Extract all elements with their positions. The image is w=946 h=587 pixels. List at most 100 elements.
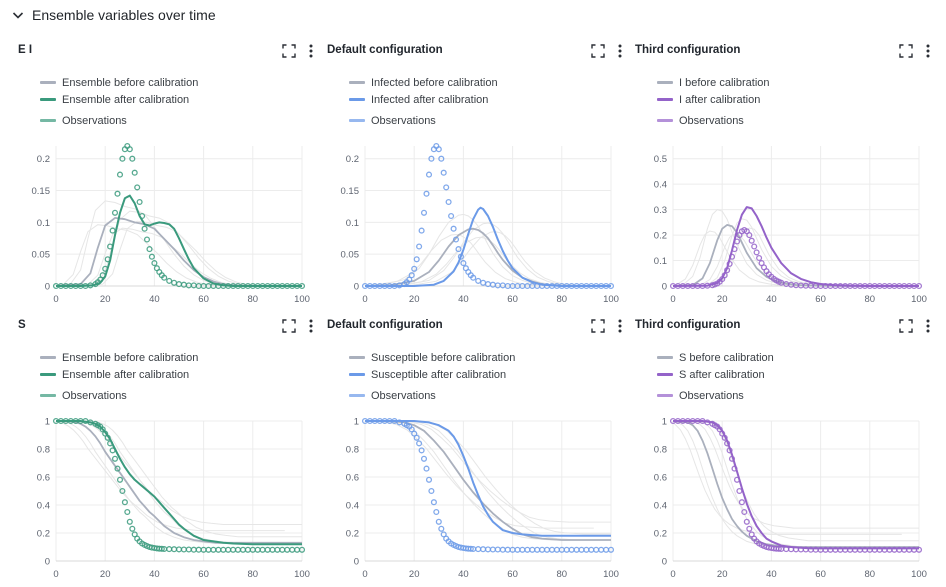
legend-item[interactable]: S before calibration xyxy=(657,349,774,366)
legend-item[interactable]: Infected after calibration xyxy=(349,91,498,108)
observation-point xyxy=(420,209,428,216)
observation-point xyxy=(731,465,738,472)
legend-item[interactable]: Infected before calibration xyxy=(349,74,498,91)
legend-item[interactable]: Susceptible after calibration xyxy=(349,366,515,383)
observation-point xyxy=(748,531,755,538)
observation-point xyxy=(726,260,733,267)
y-tick-label: 1 xyxy=(354,417,359,428)
legend-label: Infected after calibration xyxy=(371,93,489,106)
ensemble-member-line xyxy=(372,420,611,523)
chart-panel: S Ensemble before calibration Ensemble aft… xyxy=(18,317,328,587)
observation-point xyxy=(416,440,423,447)
legend-item[interactable]: Observations xyxy=(349,112,498,129)
expand-icon[interactable] xyxy=(591,44,605,58)
observation-point xyxy=(131,531,138,538)
y-tick-label: 0.4 xyxy=(654,180,667,191)
y-tick-label: 0.3 xyxy=(654,205,667,216)
x-tick-label: 100 xyxy=(294,569,310,580)
observation-point xyxy=(915,546,923,553)
legend-item[interactable]: Observations xyxy=(657,112,770,129)
observation-point xyxy=(418,227,425,234)
x-tick-label: 20 xyxy=(100,294,111,305)
chart-plot: 0 0.05 0.1 0.15 0.2 0 20 40 60 80 100 xyxy=(341,142,619,305)
legend-item[interactable]: Ensemble after calibration xyxy=(40,366,198,383)
x-tick-label: 100 xyxy=(911,569,927,580)
legend-item[interactable]: I after calibration xyxy=(657,91,770,108)
observation-point xyxy=(134,184,141,191)
expand-icon[interactable] xyxy=(899,319,913,333)
legend-item[interactable]: Observations xyxy=(657,387,774,404)
legend-item[interactable]: Observations xyxy=(40,112,198,129)
chart-plot: 0 0.05 0.1 0.15 0.2 0 20 40 60 80 100 xyxy=(32,142,310,305)
legend-item[interactable]: Ensemble before calibration xyxy=(40,349,198,366)
observation-point xyxy=(254,546,261,553)
more-options-icon[interactable] xyxy=(617,43,623,59)
y-tick-label: 0.8 xyxy=(654,445,667,456)
expand-icon[interactable] xyxy=(282,44,296,58)
observation-point xyxy=(97,276,104,283)
observation-point xyxy=(440,169,447,176)
x-tick-label: 100 xyxy=(911,294,927,305)
observation-point xyxy=(102,265,109,272)
observation-point xyxy=(534,546,541,553)
observation-point xyxy=(413,256,420,263)
legend-item[interactable]: Ensemble after calibration xyxy=(40,91,198,108)
legend-label: I before calibration xyxy=(679,76,770,89)
x-tick-label: 80 xyxy=(248,294,259,305)
observation-point xyxy=(758,260,765,267)
observation-point xyxy=(413,434,420,441)
more-options-icon[interactable] xyxy=(925,318,931,334)
observation-point xyxy=(460,260,467,267)
y-tick-label: 0 xyxy=(354,282,359,293)
x-tick-label: 80 xyxy=(865,294,876,305)
observation-point xyxy=(756,254,763,262)
observation-point xyxy=(443,184,450,191)
y-tick-label: 0.6 xyxy=(346,473,359,484)
observation-point xyxy=(438,525,445,532)
expand-icon[interactable] xyxy=(899,44,913,58)
observation-point xyxy=(143,236,151,243)
expand-icon[interactable] xyxy=(282,319,296,333)
legend-swatch xyxy=(349,356,365,359)
legend-item[interactable]: Observations xyxy=(40,387,198,404)
ensemble-member-line xyxy=(672,421,902,535)
observation-point xyxy=(151,260,158,267)
observation-point xyxy=(411,430,418,437)
ensemble-member-line xyxy=(55,200,293,287)
observation-point xyxy=(588,546,595,553)
more-options-icon[interactable] xyxy=(308,43,314,59)
legend-swatch xyxy=(40,81,56,84)
section-toggle[interactable]: Ensemble variables over time xyxy=(10,5,216,25)
x-tick-label: 60 xyxy=(507,569,518,580)
observation-point xyxy=(136,198,143,206)
observation-point xyxy=(126,146,133,153)
legend-item[interactable]: Ensemble before calibration xyxy=(40,74,198,91)
chart-panel: Default configuration Susceptible before … xyxy=(327,317,637,587)
y-tick-label: 0.05 xyxy=(341,250,360,261)
more-options-icon[interactable] xyxy=(925,43,931,59)
observation-point xyxy=(553,546,560,553)
legend-item[interactable]: Observations xyxy=(349,387,515,404)
legend-label: Observations xyxy=(62,114,127,127)
x-tick-label: 0 xyxy=(53,569,58,580)
x-tick-label: 100 xyxy=(603,569,619,580)
legend-item[interactable]: S after calibration xyxy=(657,366,774,383)
observation-point xyxy=(129,525,136,532)
observation-point xyxy=(440,531,447,538)
legend-item[interactable]: I before calibration xyxy=(657,74,770,91)
legend-item[interactable]: Susceptible before calibration xyxy=(349,349,515,366)
chart-plot: 0 0.1 0.2 0.3 0.4 0.5 0 20 40 60 80 100 xyxy=(654,146,927,305)
observation-point xyxy=(111,455,119,462)
more-options-icon[interactable] xyxy=(617,318,623,334)
chart-panel: E I Ensemble before calibration Ensemble a… xyxy=(18,42,328,312)
observation-point xyxy=(598,546,605,553)
observation-point xyxy=(161,274,168,281)
series-before-line xyxy=(56,420,302,544)
more-options-icon[interactable] xyxy=(308,318,314,334)
observation-point xyxy=(423,190,430,197)
observation-point xyxy=(494,282,501,289)
legend-swatch xyxy=(657,373,673,376)
observation-point xyxy=(114,465,121,472)
expand-icon[interactable] xyxy=(591,319,605,333)
y-tick-label: 0.15 xyxy=(341,186,360,197)
